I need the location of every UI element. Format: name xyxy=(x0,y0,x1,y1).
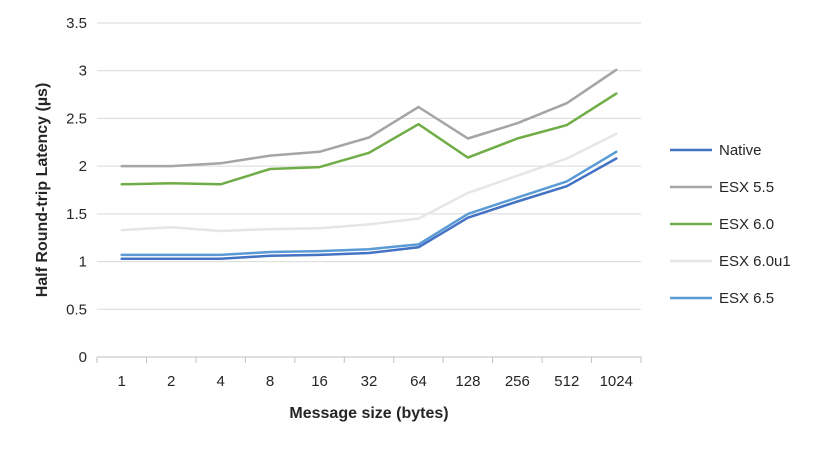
x-tick-label: 128 xyxy=(455,373,480,390)
x-tick-label: 512 xyxy=(554,373,579,390)
legend: Native ESX 5.5 ESX 6.0 ESX 6.0u1 ESX 6.5 xyxy=(670,142,791,307)
x-tick-label: 256 xyxy=(505,373,530,390)
y-tick-label: 1 xyxy=(79,254,87,271)
y-tick-label: 1.5 xyxy=(66,206,87,223)
y-tick-label: 3.5 xyxy=(66,15,87,32)
x-tick-label: 32 xyxy=(361,373,378,390)
y-tick-label: 3 xyxy=(79,63,87,80)
legend-label-esx-6-0: ESX 6.0 xyxy=(719,216,774,233)
legend-label-esx-5-5: ESX 5.5 xyxy=(719,179,774,196)
y-tick-label: 0.5 xyxy=(66,301,87,318)
series-line-esx-6-0u1 xyxy=(120,132,618,233)
x-tick-label: 4 xyxy=(216,373,224,390)
y-axis-ticks: 0 0.5 1 1.5 2 2.5 3 3.5 xyxy=(66,15,87,366)
x-tick-label: 1024 xyxy=(600,373,633,390)
x-axis-ticks: 1 2 4 8 16 32 64 128 256 512 1024 xyxy=(96,357,642,390)
y-tick-label: 0 xyxy=(79,349,87,366)
x-tick-label: 16 xyxy=(311,373,328,390)
y-tick-label: 2 xyxy=(79,158,87,175)
legend-label-esx-6-5: ESX 6.5 xyxy=(719,290,774,307)
x-axis-title: Message size (bytes) xyxy=(289,405,448,422)
series-line-native xyxy=(120,157,618,260)
x-tick-label: 8 xyxy=(266,373,274,390)
legend-label-native: Native xyxy=(719,142,762,159)
series-line-esx-6-0 xyxy=(120,92,618,186)
y-axis-title: Half Round-trip Latency (µs) xyxy=(34,83,51,298)
series-lines xyxy=(120,68,618,260)
series-line-esx-5-5 xyxy=(120,68,618,168)
legend-label-esx-6-0u1: ESX 6.0u1 xyxy=(719,253,791,270)
y-tick-label: 2.5 xyxy=(66,110,87,127)
x-tick-label: 1 xyxy=(118,373,126,390)
x-tick-label: 2 xyxy=(167,373,175,390)
x-tick-label: 64 xyxy=(410,373,427,390)
gridlines xyxy=(97,22,641,358)
series-line-esx-6-5 xyxy=(120,150,618,257)
